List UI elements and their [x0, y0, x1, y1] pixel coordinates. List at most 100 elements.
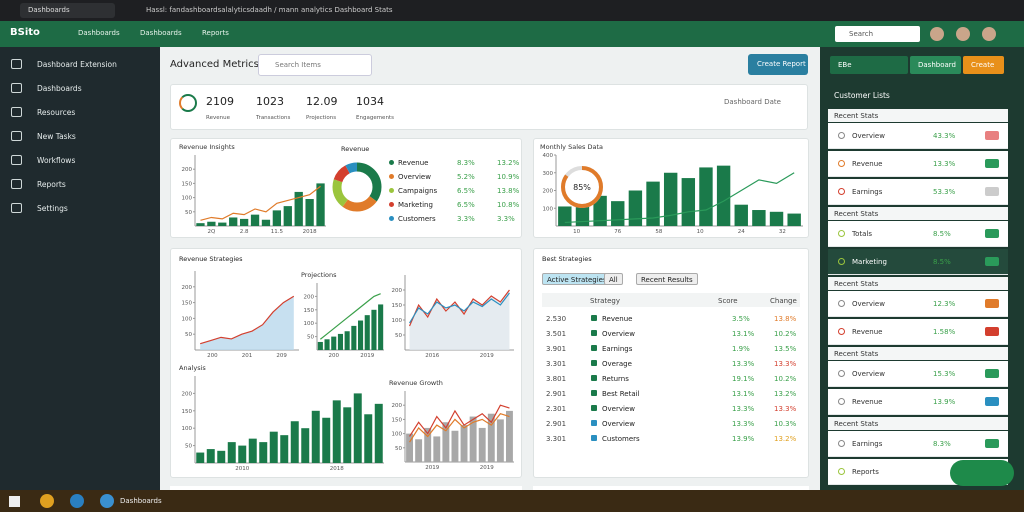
search-input[interactable]: Search [835, 26, 920, 42]
list-item[interactable]: Earnings 8.3% [828, 431, 1008, 457]
x-tick-label: 11.5 [271, 229, 284, 235]
item-label: Marketing [852, 258, 887, 266]
donut-segment [332, 162, 382, 212]
sidebar-item[interactable]: Reports [37, 180, 66, 189]
y-tick-label: 200 [304, 294, 315, 300]
legend-value: 3.3% [457, 215, 475, 223]
sidebar-item[interactable]: Dashboard Extension [37, 60, 117, 69]
filter-chip[interactable]: Active Strategies [542, 273, 612, 285]
bar [353, 393, 362, 463]
y-tick-label: 100 [182, 196, 193, 202]
create-button[interactable]: Create Report [748, 54, 808, 75]
gauge-arc [561, 166, 603, 208]
legend-change: 13.2% [497, 159, 520, 167]
app-header: BSito Dashboards Dashboards Reports Search [0, 21, 1024, 47]
row-name: Customers [602, 435, 640, 443]
donut-segment [332, 162, 382, 212]
bar [324, 339, 330, 350]
item-icon [838, 300, 845, 307]
filter-chip[interactable]: Recent Results [636, 273, 698, 285]
browser-tab[interactable]: Dashboards [20, 3, 115, 18]
bar [206, 449, 215, 463]
row-score: 13.3% [732, 405, 755, 413]
list-item[interactable]: Overview 12.3% [828, 291, 1008, 317]
nav-item[interactable]: Reports [202, 29, 229, 37]
bar [337, 333, 343, 350]
line [564, 172, 795, 224]
sidebar-item[interactable]: Dashboards [37, 84, 82, 93]
panel-button[interactable]: Create [963, 56, 1004, 74]
sidebar-item[interactable]: Settings [37, 204, 68, 213]
taskbar: Dashboards [0, 490, 1024, 512]
taskbar-icon [100, 494, 114, 508]
row-id: 2.530 [546, 315, 567, 323]
bar [734, 204, 748, 226]
nav-item[interactable]: Dashboards [78, 29, 120, 37]
list-item[interactable]: Revenue 13.3% [828, 151, 1008, 177]
search-box[interactable]: Search Items [258, 54, 372, 76]
item-icon [838, 132, 845, 139]
list-item[interactable]: Overview 43.3% [828, 123, 1008, 149]
bar [506, 410, 513, 462]
gauge-label: 85% [573, 183, 591, 192]
y-tick-label: 100 [392, 318, 403, 324]
date-dropdown[interactable]: Dashboard Date [724, 98, 781, 106]
row-score: 3.5% [732, 315, 750, 323]
bar [227, 442, 236, 463]
kpi-label: Revenue [206, 115, 230, 121]
kpi-label: Engagements [356, 115, 394, 121]
sidebar: Dashboard Extension Dashboards Resources Ne… [0, 47, 160, 490]
donut [332, 162, 382, 212]
kpi-value: 1023 [256, 95, 284, 108]
item-value: 13.9% [933, 398, 956, 406]
start-button [9, 496, 20, 507]
bar [364, 315, 370, 350]
row-id: 3.501 [546, 330, 567, 338]
legend-change: 10.9% [497, 173, 520, 181]
taskbar-icon [40, 494, 54, 508]
list-item[interactable]: Earnings 53.3% [828, 179, 1008, 205]
row-change: 13.8% [774, 315, 797, 323]
list-item[interactable]: Totals 8.5% [828, 221, 1008, 247]
row-score: 13.3% [732, 360, 755, 368]
bar [787, 213, 801, 226]
panel-button[interactable]: Dashboard [910, 56, 961, 74]
bar [196, 452, 205, 463]
row-id: 2.301 [546, 405, 567, 413]
chart: 50 100 150 200 200 201 209 [182, 271, 299, 359]
nav-item[interactable]: Dashboards [140, 29, 182, 37]
item-pill [985, 439, 999, 448]
list-item[interactable]: Overview 15.3% [828, 361, 1008, 387]
logo: BSito [10, 27, 40, 38]
bar [261, 219, 271, 226]
legend-change: 13.8% [497, 187, 520, 195]
filter-chip[interactable]: All [604, 273, 623, 285]
row-change: 13.2% [774, 435, 797, 443]
chart-title: Analysis [179, 364, 206, 372]
sidebar-item[interactable]: Resources [37, 108, 76, 117]
item-value: 8.5% [933, 230, 951, 238]
card-bottom [533, 486, 809, 492]
y-tick-label: 50 [185, 332, 192, 338]
bar [283, 206, 292, 226]
card-title: Revenue Strategies [179, 255, 243, 263]
row-id: 2.901 [546, 420, 567, 428]
list-item[interactable]: Revenue 13.9% [828, 389, 1008, 415]
panel-button[interactable]: EBe [830, 56, 908, 74]
sidebar-item[interactable]: Workflows [37, 156, 76, 165]
bar [272, 210, 282, 226]
sidebar-item[interactable]: New Tasks [37, 132, 76, 141]
y-tick-label: 50 [307, 335, 314, 341]
bar [371, 309, 377, 350]
taskbar-item[interactable]: Dashboards [120, 497, 162, 505]
list-item[interactable]: Marketing 8.5% [828, 249, 1008, 275]
avatar [982, 27, 996, 41]
row-id: 3.901 [546, 345, 567, 353]
sidebar-icon [11, 131, 22, 141]
item-pill [985, 369, 999, 378]
chat-button[interactable] [950, 460, 1014, 486]
row-icon [591, 375, 597, 381]
address-bar[interactable]: Hassl: fandashboardsalalyticsdaadh / man… [146, 6, 393, 14]
bar [628, 190, 643, 226]
list-item[interactable]: Revenue 1.58% [828, 319, 1008, 345]
